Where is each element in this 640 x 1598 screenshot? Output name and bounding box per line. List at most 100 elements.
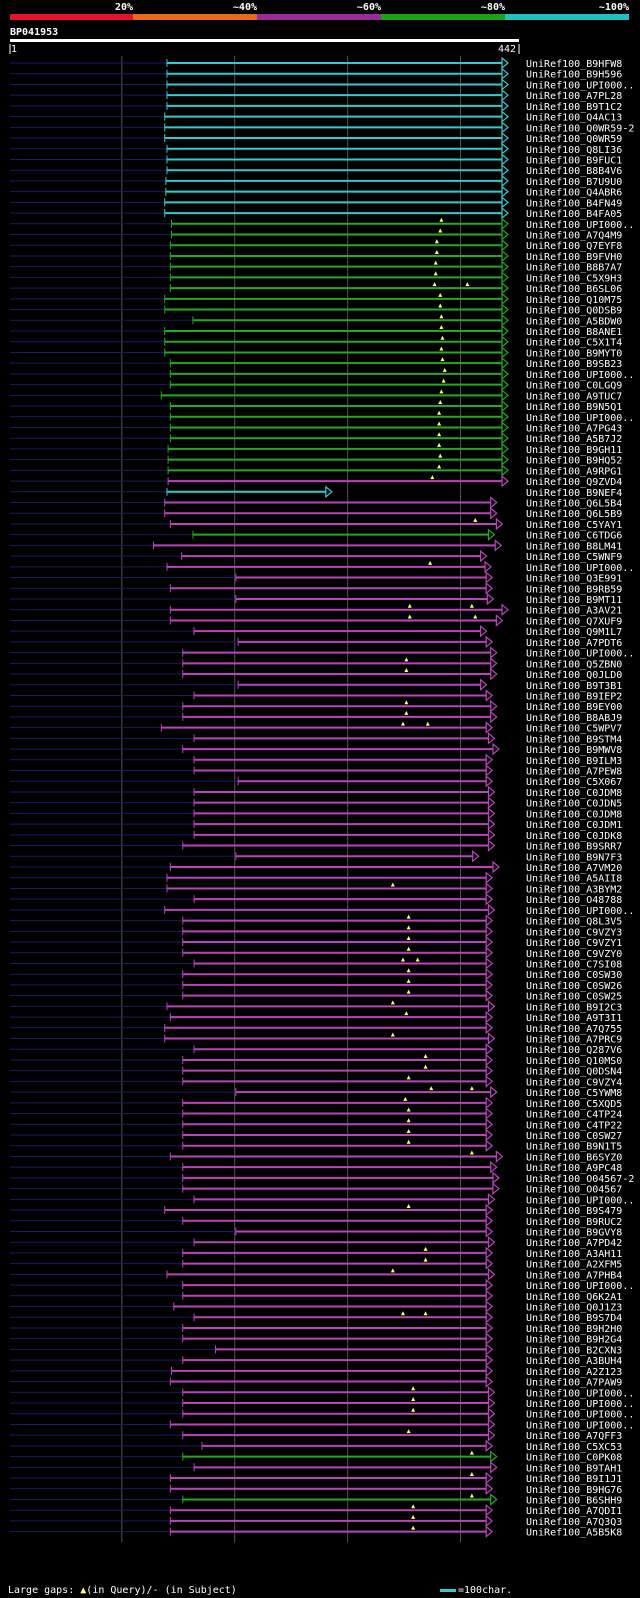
hit-label[interactable]: UniRef100_C9VZY3 bbox=[526, 927, 622, 938]
hit-row[interactable]: UniRef100_UPI000.. bbox=[10, 1407, 634, 1421]
hit-row[interactable]: UniRef100_B9HFW8 bbox=[10, 56, 622, 70]
hit-row[interactable]: UniRef100_C0LGQ9 bbox=[10, 378, 622, 392]
hit-label[interactable]: UniRef100_A3BYM2 bbox=[526, 884, 622, 895]
hit-row[interactable]: UniRef100_B9NEF4 bbox=[10, 485, 622, 499]
hit-row[interactable]: UniRef100_B9T3B1 bbox=[10, 678, 622, 692]
hit-label[interactable]: UniRef100_Q0WR59 bbox=[526, 134, 622, 145]
hit-label[interactable]: UniRef100_Q0J1Z3 bbox=[526, 1303, 622, 1314]
hit-label[interactable]: UniRef100_Q8LI36 bbox=[526, 145, 622, 156]
hit-row[interactable]: UniRef100_A7PAW9 bbox=[10, 1375, 622, 1389]
hit-label[interactable]: UniRef100_Q4ABR6 bbox=[526, 188, 622, 199]
hit-row[interactable]: UniRef100_B6SL06 bbox=[10, 281, 622, 295]
hit-row[interactable]: UniRef100_A3BUH4 bbox=[10, 1353, 622, 1367]
hit-label[interactable]: UniRef100_UPI000.. bbox=[526, 1410, 634, 1421]
hit-label[interactable]: UniRef100_B9GVY8 bbox=[526, 1227, 622, 1238]
hit-label[interactable]: UniRef100_A5B7J2 bbox=[526, 434, 622, 445]
hit-row[interactable]: UniRef100_B9IEP2 bbox=[10, 689, 622, 702]
hit-label[interactable]: UniRef100_C5YAY1 bbox=[526, 520, 622, 531]
hit-row[interactable]: UniRef100_B9H2G4 bbox=[10, 1332, 622, 1346]
hit-row[interactable]: UniRef100_B9N1T5 bbox=[10, 1139, 622, 1153]
hit-row[interactable]: UniRef100_B9MWV8 bbox=[10, 742, 622, 756]
hit-row[interactable]: UniRef100_UPI000.. bbox=[10, 560, 634, 574]
hit-label[interactable]: UniRef100_B9H2G4 bbox=[526, 1335, 622, 1346]
hit-row[interactable]: UniRef100_B6SYZ0 bbox=[10, 1150, 622, 1163]
hit-row[interactable]: UniRef100_C0SW25 bbox=[10, 989, 622, 1003]
hit-row[interactable]: UniRef100_B9H596 bbox=[10, 67, 622, 81]
hit-row[interactable]: UniRef100_UPI000.. bbox=[10, 1418, 634, 1431]
hit-row[interactable]: UniRef100_UPI000.. bbox=[10, 367, 634, 381]
hit-label[interactable]: UniRef100_UPI000.. bbox=[526, 1388, 634, 1399]
hit-row[interactable]: UniRef100_O04567 bbox=[10, 1182, 622, 1196]
hit-row[interactable]: UniRef100_C5WNF9 bbox=[10, 549, 622, 563]
hit-row[interactable]: UniRef100_A2Z123 bbox=[10, 1364, 622, 1378]
hit-label[interactable]: UniRef100_B8ANE1 bbox=[526, 327, 622, 338]
hit-label[interactable]: UniRef100_B8LM41 bbox=[526, 541, 622, 552]
hit-label[interactable]: UniRef100_C5XQD5 bbox=[526, 1099, 622, 1110]
hit-row[interactable]: UniRef100_Q9M1L7 bbox=[10, 624, 622, 638]
hit-row[interactable]: UniRef100_B9GH11 bbox=[10, 442, 622, 456]
hit-label[interactable]: UniRef100_UPI000.. bbox=[526, 1195, 634, 1206]
hit-row[interactable]: UniRef100_B9SB23 bbox=[10, 356, 622, 370]
hit-label[interactable]: UniRef100_C6TDG6 bbox=[526, 531, 622, 542]
hit-label[interactable]: UniRef100_B9NEF4 bbox=[526, 488, 622, 499]
hit-row[interactable]: UniRef100_A2XFM5 bbox=[10, 1257, 622, 1271]
hit-label[interactable]: UniRef100_C5XC53 bbox=[526, 1442, 622, 1453]
hit-row[interactable]: UniRef100_C0JDK8 bbox=[10, 828, 622, 842]
hit-label[interactable]: UniRef100_C9VZY4 bbox=[526, 1077, 622, 1088]
hit-row[interactable]: UniRef100_Q10M75 bbox=[10, 292, 622, 306]
hit-label[interactable]: UniRef100_C5X1T4 bbox=[526, 338, 622, 349]
hit-label[interactable]: UniRef100_Q10MS0 bbox=[526, 1056, 622, 1067]
hit-row[interactable]: UniRef100_UPI000.. bbox=[10, 1193, 634, 1206]
hit-row[interactable]: UniRef100_Q6L5B4 bbox=[10, 496, 622, 510]
hit-row[interactable]: UniRef100_C5XC53 bbox=[10, 1439, 622, 1453]
hit-row[interactable]: UniRef100_A7PHB4 bbox=[10, 1268, 622, 1281]
hit-label[interactable]: UniRef100_A7PRC9 bbox=[526, 1035, 622, 1046]
hit-label[interactable]: UniRef100_UPI000.. bbox=[526, 80, 634, 91]
hit-row[interactable]: UniRef100_C0SW30 bbox=[10, 967, 622, 981]
hit-label[interactable]: UniRef100_A7Q4M9 bbox=[526, 231, 622, 242]
hit-label[interactable]: UniRef100_C5X067 bbox=[526, 777, 622, 788]
hit-row[interactable]: UniRef100_C0SW27 bbox=[10, 1128, 622, 1142]
hit-row[interactable]: UniRef100_B9S479 bbox=[10, 1203, 622, 1217]
hit-label[interactable]: UniRef100_Q287V6 bbox=[526, 1045, 622, 1056]
hit-label[interactable]: UniRef100_C0JDN5 bbox=[526, 799, 622, 810]
hit-label[interactable]: UniRef100_A9TUC7 bbox=[526, 391, 622, 402]
hit-label[interactable]: UniRef100_A7Q755 bbox=[526, 1024, 622, 1035]
hit-row[interactable]: UniRef100_C5X9H3 bbox=[10, 271, 622, 284]
hit-row[interactable]: UniRef100_B8B4V6 bbox=[10, 163, 622, 177]
hit-label[interactable]: UniRef100_B9IEP2 bbox=[526, 691, 622, 702]
hit-label[interactable]: UniRef100_C0SW25 bbox=[526, 992, 622, 1003]
hit-label[interactable]: UniRef100_B9TAH1 bbox=[526, 1463, 622, 1474]
hit-row[interactable]: UniRef100_B9HQ52 bbox=[10, 453, 622, 467]
hit-label[interactable]: UniRef100_UPI000.. bbox=[526, 220, 634, 231]
hit-label[interactable]: UniRef100_A7PL28 bbox=[526, 91, 622, 102]
hit-label[interactable]: UniRef100_C0SW27 bbox=[526, 1131, 622, 1142]
hit-row[interactable]: UniRef100_A3BYM2 bbox=[10, 882, 622, 895]
hit-label[interactable]: UniRef100_A9T3I1 bbox=[526, 1013, 622, 1024]
hit-label[interactable]: UniRef100_A7PD42 bbox=[526, 1238, 622, 1249]
hit-row[interactable]: UniRef100_A5BDW0 bbox=[10, 313, 622, 327]
hit-row[interactable]: UniRef100_B8ABJ9 bbox=[10, 710, 622, 724]
hit-label[interactable]: UniRef100_B9SB23 bbox=[526, 359, 622, 370]
hit-label[interactable]: UniRef100_UPI000.. bbox=[526, 1399, 634, 1410]
hit-label[interactable]: UniRef100_B9FUC1 bbox=[526, 155, 622, 166]
hit-label[interactable]: UniRef100_Q8L3V5 bbox=[526, 917, 622, 928]
hit-row[interactable]: UniRef100_Q7EYF8 bbox=[10, 238, 622, 252]
hit-row[interactable]: UniRef100_A7PL28 bbox=[10, 88, 622, 102]
hit-label[interactable]: UniRef100_Q10M75 bbox=[526, 295, 622, 306]
hit-label[interactable]: UniRef100_B9I1J1 bbox=[526, 1474, 622, 1485]
hit-label[interactable]: UniRef100_C5WPV7 bbox=[526, 724, 622, 735]
hit-label[interactable]: UniRef100_B9GH11 bbox=[526, 445, 622, 456]
hit-row[interactable]: UniRef100_Q287V6 bbox=[10, 1042, 622, 1056]
hit-row[interactable]: UniRef100_A7QFF3 bbox=[10, 1428, 622, 1442]
hit-row[interactable]: UniRef100_Q0JLD0 bbox=[10, 667, 622, 681]
hit-row[interactable]: UniRef100_Q4ABR6 bbox=[10, 185, 622, 199]
hit-label[interactable]: UniRef100_A3AH11 bbox=[526, 1249, 622, 1260]
hit-row[interactable]: UniRef100_Q5ZBN0 bbox=[10, 657, 622, 670]
hit-label[interactable]: UniRef100_A2Z123 bbox=[526, 1367, 622, 1378]
hit-label[interactable]: UniRef100_A2XFM5 bbox=[526, 1260, 622, 1271]
hit-row[interactable]: UniRef100_A7PDT6 bbox=[10, 635, 622, 649]
hit-label[interactable]: UniRef100_C0JDM8 bbox=[526, 809, 622, 820]
hit-row[interactable]: UniRef100_C0SW26 bbox=[10, 978, 622, 992]
hit-row[interactable]: UniRef100_A7PEW8 bbox=[10, 764, 622, 778]
